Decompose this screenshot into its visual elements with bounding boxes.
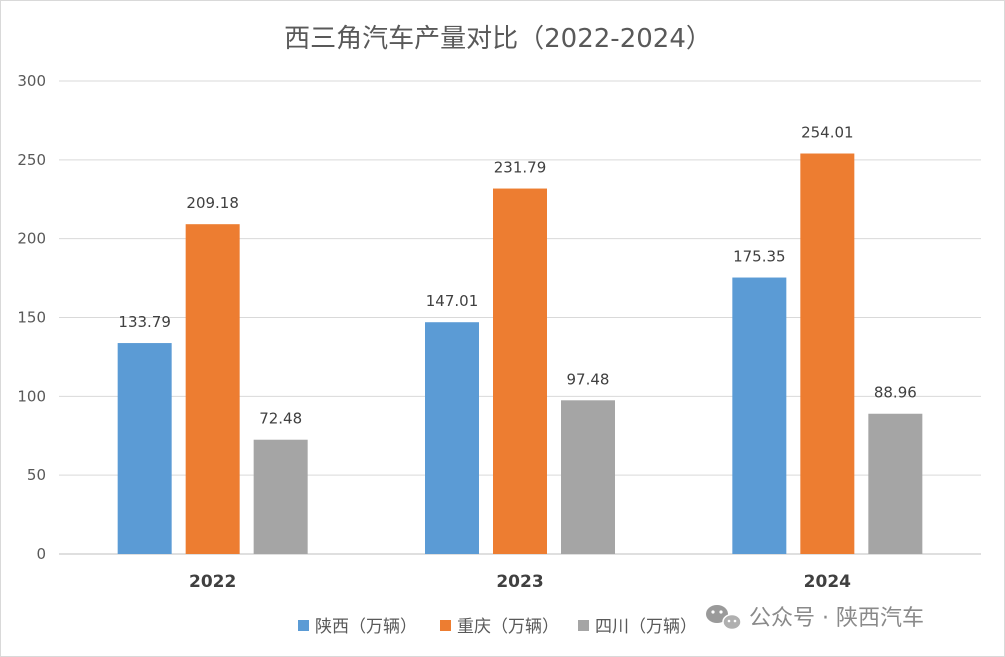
data-label: 97.48 — [567, 370, 610, 388]
data-label: 254.01 — [801, 124, 854, 142]
data-label: 231.79 — [494, 159, 547, 177]
bar — [117, 343, 172, 554]
x-tick-label: 2023 — [496, 572, 543, 592]
bar — [800, 153, 855, 554]
watermark-text: 公众号 · 陕西汽车 — [749, 606, 924, 631]
y-tick-label: 300 — [17, 72, 46, 90]
legend-label: 重庆（万辆） — [457, 617, 559, 637]
data-label: 175.35 — [733, 248, 786, 266]
data-label: 147.01 — [426, 292, 479, 310]
y-tick-label: 250 — [17, 151, 46, 169]
y-tick-label: 150 — [17, 309, 46, 327]
legend-swatch — [440, 620, 451, 631]
data-label: 72.48 — [259, 410, 302, 428]
x-tick-label: 2024 — [804, 572, 851, 592]
data-label: 88.96 — [874, 384, 917, 402]
legend: 陕西（万辆） 重庆（万辆） 四川（万辆） — [298, 617, 697, 637]
data-label: 209.18 — [186, 194, 239, 212]
y-tick-label: 0 — [36, 545, 46, 563]
y-tick-label: 200 — [17, 230, 46, 248]
bar — [868, 413, 923, 554]
bar — [185, 224, 240, 554]
y-tick-label: 50 — [27, 466, 46, 484]
wechat-icon — [706, 605, 742, 631]
x-tick-label: 2022 — [189, 572, 236, 592]
bar — [732, 277, 787, 554]
bar — [253, 439, 308, 554]
legend-swatch — [298, 620, 309, 631]
data-labels: 133.79 209.18 72.48 147.01 231.79 97.48 175.35… — [118, 124, 916, 428]
legend-label: 陕西（万辆） — [315, 617, 417, 637]
x-axis: 2022 2023 2024 — [189, 572, 851, 592]
watermark: 公众号 · 陕西汽车 — [706, 605, 924, 631]
legend-swatch — [578, 620, 589, 631]
data-label: 133.79 — [118, 313, 171, 331]
y-tick-label: 100 — [17, 387, 46, 405]
bar — [493, 188, 547, 554]
legend-label: 四川（万辆） — [595, 617, 697, 637]
y-axis: 0 50 100 150 200 250 300 — [17, 72, 46, 563]
bar — [561, 400, 615, 554]
bar — [425, 322, 479, 554]
chart-title: 西三角汽车产量对比（2022-2024） — [284, 24, 712, 54]
bars — [117, 153, 923, 554]
